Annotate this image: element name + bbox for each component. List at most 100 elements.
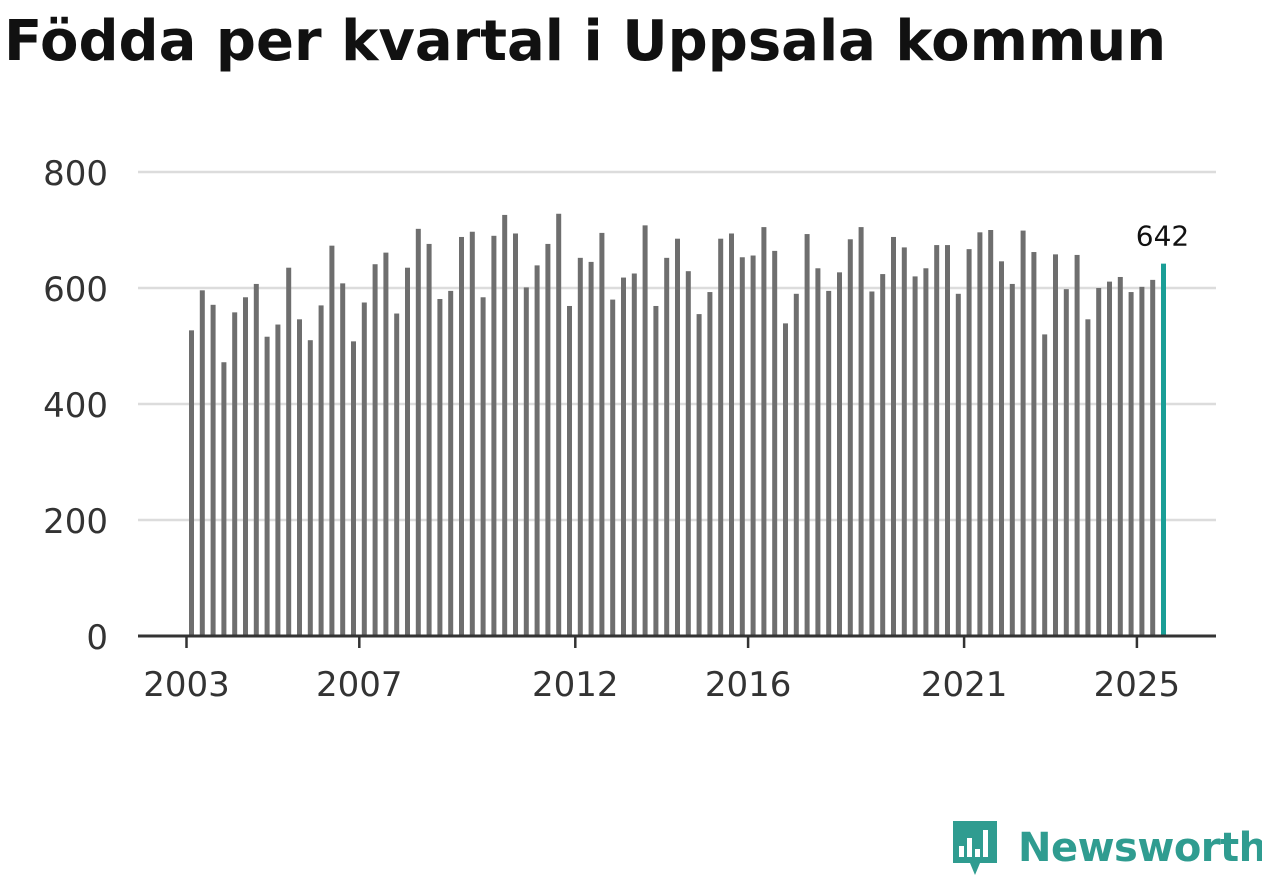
bar xyxy=(826,290,832,636)
bar xyxy=(610,299,616,636)
bar xyxy=(1042,334,1048,636)
chart-title: Födda per kvartal i Uppsala kommun xyxy=(4,9,1167,74)
bar xyxy=(545,243,551,637)
bar xyxy=(534,265,540,636)
bar xyxy=(448,290,454,636)
bar xyxy=(502,214,508,637)
x-axis-ticks: 2003 2007 2012 2016 2021 2025 xyxy=(143,636,1180,705)
bar xyxy=(880,274,886,636)
bar xyxy=(318,305,324,636)
bar xyxy=(491,235,497,637)
bar xyxy=(934,245,940,636)
bar xyxy=(426,243,432,637)
bar xyxy=(567,305,572,636)
bar xyxy=(405,267,410,636)
bar xyxy=(631,273,637,636)
data-labels: 642 xyxy=(1136,220,1189,253)
bar xyxy=(761,227,767,636)
brand-name: Newsworthy xyxy=(1018,825,1262,871)
x-tick-label: 2016 xyxy=(705,665,792,705)
bar xyxy=(815,268,821,636)
x-tick-label: 2021 xyxy=(921,665,1008,705)
y-tick-label: 800 xyxy=(43,154,108,194)
bar xyxy=(588,261,594,636)
bar xyxy=(253,283,259,636)
bar xyxy=(1150,279,1156,636)
bar xyxy=(653,305,659,636)
bar xyxy=(221,362,227,636)
bar xyxy=(383,252,389,636)
bar xyxy=(415,228,421,636)
bar xyxy=(469,231,475,637)
bar xyxy=(394,313,400,636)
bar xyxy=(729,233,734,637)
y-tick-label: 0 xyxy=(86,618,108,658)
bar xyxy=(912,276,918,636)
bar xyxy=(891,236,896,636)
bar xyxy=(804,234,810,636)
bar xyxy=(1009,283,1015,636)
bar xyxy=(988,230,994,636)
y-axis-ticks: 0 200 400 600 800 xyxy=(43,154,108,658)
bar xyxy=(1020,230,1026,636)
bar xyxy=(1063,289,1069,636)
x-tick-label: 2012 xyxy=(532,665,619,705)
bar xyxy=(286,267,292,636)
bar-series xyxy=(189,213,1166,637)
bar xyxy=(243,297,248,636)
bar xyxy=(275,324,281,636)
bar xyxy=(199,290,205,636)
bar xyxy=(459,236,464,636)
bar xyxy=(664,257,670,636)
newsworthy-logo-icon xyxy=(953,821,997,875)
bar xyxy=(513,233,518,637)
bar xyxy=(923,268,929,636)
y-tick-label: 600 xyxy=(43,270,108,310)
highlighted-bar xyxy=(1161,263,1166,636)
bar xyxy=(707,292,713,636)
bar xyxy=(437,299,443,636)
bar xyxy=(1074,254,1080,636)
y-tick-label: 200 xyxy=(43,502,108,542)
bar xyxy=(783,323,788,636)
bar xyxy=(901,247,907,636)
bar xyxy=(556,213,562,636)
y-tick-label: 400 xyxy=(43,386,108,426)
x-tick-label: 2007 xyxy=(316,665,403,705)
x-tick-label: 2003 xyxy=(143,665,230,705)
bar xyxy=(1117,276,1123,636)
bar xyxy=(966,249,972,636)
bar xyxy=(772,250,778,636)
bar xyxy=(599,232,605,636)
bar xyxy=(1085,319,1091,636)
bar xyxy=(1139,286,1145,636)
bar xyxy=(189,330,194,636)
bar xyxy=(1128,292,1134,636)
bar xyxy=(847,239,853,636)
bar xyxy=(718,238,724,636)
bar xyxy=(1096,288,1102,636)
x-tick-label: 2025 xyxy=(1094,665,1181,705)
bar xyxy=(232,312,238,636)
bar xyxy=(372,264,378,636)
bar xyxy=(621,277,626,636)
highlight-value-label: 642 xyxy=(1136,220,1189,253)
bar xyxy=(685,271,691,636)
bar xyxy=(340,283,346,636)
bar xyxy=(361,302,367,636)
bar xyxy=(264,336,270,636)
brand-footer: Newsworthy xyxy=(950,818,1262,878)
bar xyxy=(750,255,756,636)
bar xyxy=(739,257,745,636)
bar xyxy=(480,297,486,636)
bar xyxy=(1031,252,1037,637)
bar xyxy=(210,304,216,636)
bar xyxy=(837,272,842,636)
bar xyxy=(945,245,950,636)
bar xyxy=(307,340,313,636)
bar xyxy=(977,232,983,636)
bar xyxy=(297,319,302,636)
bar xyxy=(329,245,335,636)
bar xyxy=(642,225,648,637)
